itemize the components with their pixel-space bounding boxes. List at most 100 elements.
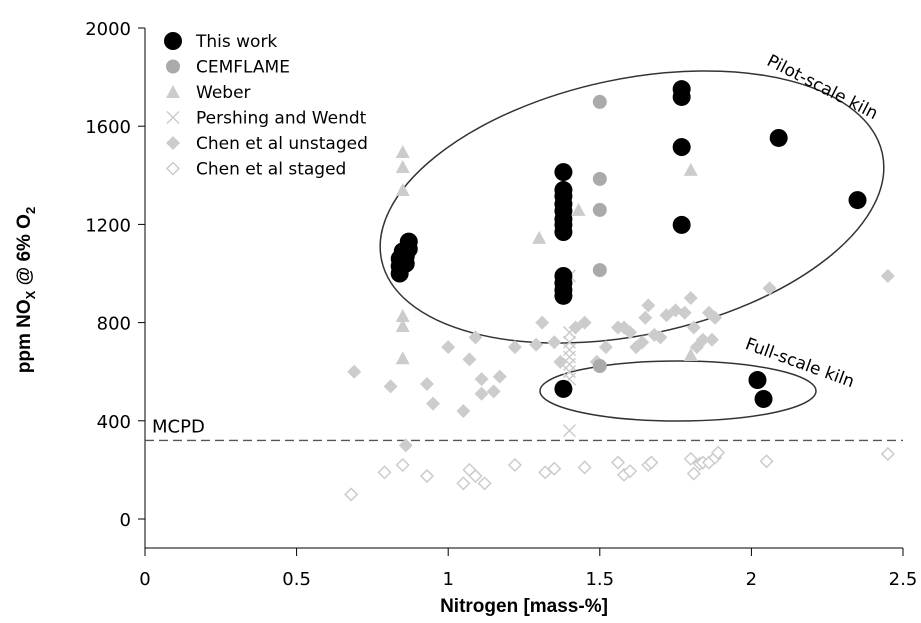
legend-label: Chen et al staged bbox=[196, 160, 346, 180]
point bbox=[562, 424, 577, 438]
point bbox=[554, 223, 573, 242]
point bbox=[377, 465, 392, 480]
legend-label: Weber bbox=[196, 83, 251, 103]
point bbox=[456, 403, 471, 418]
annotation: Pilot-scale kiln bbox=[763, 51, 881, 124]
point bbox=[426, 396, 441, 411]
point bbox=[610, 455, 626, 470]
point bbox=[468, 468, 483, 484]
point bbox=[347, 364, 362, 379]
legend-label: Pershing and Wendt bbox=[196, 109, 367, 129]
point bbox=[395, 308, 410, 322]
point bbox=[547, 461, 562, 476]
point bbox=[683, 291, 698, 306]
point bbox=[535, 315, 550, 330]
point bbox=[592, 94, 607, 109]
point bbox=[848, 191, 867, 210]
point bbox=[468, 330, 483, 345]
point bbox=[398, 438, 413, 453]
point bbox=[880, 446, 895, 462]
point bbox=[344, 487, 359, 502]
point bbox=[562, 325, 577, 339]
y-label-part: 2 bbox=[23, 207, 38, 214]
point bbox=[529, 337, 544, 352]
point bbox=[754, 389, 773, 408]
point bbox=[623, 325, 638, 340]
point bbox=[623, 464, 638, 479]
point bbox=[419, 468, 435, 484]
point bbox=[492, 369, 507, 384]
point bbox=[554, 163, 573, 182]
y-label-part: ppm NO bbox=[14, 299, 35, 373]
point bbox=[683, 162, 698, 176]
y-tick-label: 1200 bbox=[85, 215, 131, 236]
point bbox=[641, 298, 656, 313]
point bbox=[507, 340, 522, 355]
x-tick-label: 0 bbox=[139, 569, 150, 590]
legend-label: CEMFLAME bbox=[196, 58, 290, 78]
point bbox=[577, 460, 592, 475]
point bbox=[383, 379, 398, 394]
point bbox=[880, 268, 895, 283]
legend-marker bbox=[166, 59, 180, 74]
point bbox=[704, 332, 719, 347]
point bbox=[638, 310, 653, 325]
point bbox=[395, 457, 410, 473]
point bbox=[592, 263, 607, 278]
point bbox=[695, 332, 710, 347]
point bbox=[686, 466, 701, 481]
point bbox=[686, 320, 701, 335]
point bbox=[683, 451, 698, 466]
point bbox=[592, 359, 607, 374]
point bbox=[395, 159, 410, 173]
x-tick-label: 0.5 bbox=[282, 569, 311, 590]
y-tick-label: 2000 bbox=[85, 19, 131, 40]
mcpd-label: MCPD bbox=[152, 416, 205, 437]
point bbox=[486, 384, 501, 399]
point bbox=[598, 340, 613, 355]
legend-marker bbox=[165, 161, 181, 176]
point bbox=[395, 144, 410, 158]
point bbox=[708, 310, 723, 325]
x-tick-label: 2 bbox=[746, 569, 757, 590]
point bbox=[677, 305, 692, 320]
y-axis-label: ppm NOX @ 6% O2 bbox=[14, 207, 38, 373]
point bbox=[672, 215, 691, 234]
point bbox=[419, 376, 434, 391]
y-tick-label: 1600 bbox=[85, 117, 131, 138]
point bbox=[577, 315, 592, 330]
y-label-part: @ 6% O bbox=[14, 214, 35, 291]
point bbox=[769, 128, 788, 147]
point bbox=[672, 138, 691, 157]
point bbox=[710, 445, 726, 460]
point bbox=[547, 335, 562, 350]
point bbox=[635, 335, 650, 350]
y-tick-label: 0 bbox=[120, 510, 131, 531]
x-tick-label: 1 bbox=[442, 569, 453, 590]
point bbox=[748, 371, 767, 390]
point bbox=[441, 340, 456, 355]
y-tick-label: 800 bbox=[97, 314, 131, 335]
point bbox=[653, 330, 668, 345]
legend-marker bbox=[166, 110, 180, 125]
legend-marker bbox=[166, 85, 180, 98]
full-ellipse bbox=[539, 360, 817, 422]
legend-label: Chen et al unstaged bbox=[196, 134, 368, 154]
point bbox=[395, 351, 410, 365]
x-axis-label: Nitrogen [mass-%] bbox=[440, 596, 608, 617]
y-label-part: X bbox=[23, 290, 38, 299]
point bbox=[672, 87, 691, 106]
point bbox=[592, 171, 607, 186]
point bbox=[759, 454, 774, 469]
x-tick-label: 2.5 bbox=[889, 569, 918, 590]
point bbox=[477, 476, 492, 491]
point bbox=[554, 286, 573, 305]
point bbox=[456, 476, 471, 491]
point bbox=[532, 230, 547, 244]
point bbox=[683, 348, 698, 362]
point bbox=[462, 352, 477, 367]
point bbox=[592, 202, 607, 217]
point bbox=[568, 320, 583, 335]
point bbox=[474, 386, 489, 401]
